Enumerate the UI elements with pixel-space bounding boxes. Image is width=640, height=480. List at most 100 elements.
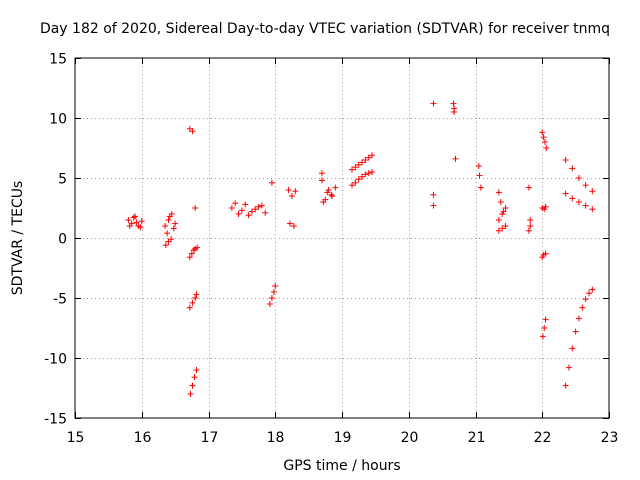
data-point: [499, 225, 506, 232]
data-point: [495, 227, 502, 234]
y-tick-label: -10: [44, 352, 67, 368]
data-point: [495, 217, 502, 223]
data-point: [192, 295, 199, 301]
data-point: [186, 254, 193, 261]
data-point: [562, 382, 569, 389]
data-point: [579, 304, 586, 311]
data-point: [527, 223, 534, 229]
data-point: [255, 203, 262, 210]
y-tick-label: 15: [49, 52, 67, 68]
data-point: [527, 217, 534, 223]
data-point: [162, 242, 169, 249]
y-tick-label: 0: [58, 232, 67, 248]
x-tick-label: 23: [601, 430, 619, 446]
data-point: [369, 152, 376, 159]
data-point: [502, 223, 509, 229]
data-point: [228, 205, 235, 211]
data-point: [164, 230, 171, 237]
data-point: [542, 316, 549, 323]
data-point: [190, 247, 197, 253]
data-point: [193, 367, 200, 373]
x-tick-label: 21: [468, 430, 486, 446]
data-point: [285, 187, 292, 193]
data-point: [475, 163, 482, 169]
data-point: [189, 382, 196, 389]
data-point: [248, 208, 255, 215]
data-point: [292, 188, 299, 195]
data-point: [542, 203, 549, 210]
data-point: [450, 100, 457, 107]
data-point: [130, 214, 137, 221]
x-tick-label: 22: [534, 430, 552, 446]
data-point: [365, 154, 372, 161]
x-tick-label: 20: [401, 430, 419, 446]
data-point: [359, 159, 366, 166]
y-tick-label: -15: [44, 412, 67, 428]
data-point: [589, 286, 596, 293]
data-point: [138, 218, 145, 225]
data-point: [541, 325, 548, 331]
data-point: [430, 191, 437, 198]
y-axis-label: SDTVAR / TECUs: [10, 181, 26, 296]
data-point: [125, 217, 132, 223]
data-point: [430, 100, 437, 107]
data-point: [540, 134, 547, 141]
data-point: [133, 219, 140, 226]
data-point: [430, 202, 437, 209]
data-point: [192, 205, 199, 211]
data-point: [562, 190, 569, 197]
data-point: [589, 206, 596, 213]
data-point: [369, 169, 376, 175]
data-point: [497, 199, 504, 205]
y-tick-label: 5: [58, 172, 67, 188]
data-point: [232, 200, 239, 207]
data-point: [349, 166, 356, 173]
data-point: [193, 291, 200, 298]
x-tick-labels: 15 16 17 18 19 20 21 22 23: [67, 430, 619, 446]
data-point: [318, 177, 325, 184]
data-point: [286, 220, 293, 227]
data-point: [320, 199, 327, 205]
data-point: [525, 227, 532, 234]
data-point: [589, 188, 596, 195]
data-point: [582, 296, 589, 303]
data-point: [565, 364, 572, 371]
data-point: [258, 202, 265, 209]
data-point: [362, 157, 369, 163]
data-point: [542, 250, 549, 257]
data-point: [525, 184, 532, 191]
data-point: [502, 205, 509, 211]
data-point: [262, 209, 269, 216]
data-point: [349, 182, 356, 189]
data-point: [477, 184, 484, 191]
data-point: [355, 161, 362, 168]
data-point: [189, 128, 196, 135]
data-point: [500, 208, 507, 215]
data-point: [582, 202, 589, 209]
data-point: [132, 213, 139, 220]
data-point: [194, 244, 201, 251]
data-point: [166, 213, 173, 220]
data-point: [328, 193, 335, 199]
data-point: [362, 171, 369, 178]
data-point: [355, 176, 362, 183]
data-point: [187, 391, 194, 397]
data-point: [572, 328, 579, 335]
data-point: [575, 175, 582, 181]
data-point: [168, 236, 175, 243]
y-tick-labels: -15 -10 -5 0 5 10 15: [44, 52, 67, 428]
data-point: [189, 299, 196, 306]
data-point: [186, 304, 193, 311]
data-point: [268, 179, 275, 186]
data-point: [451, 109, 458, 115]
data-point: [266, 301, 273, 307]
data-point: [352, 179, 359, 186]
x-tick-label: 19: [334, 430, 352, 446]
x-tick-label: 15: [67, 430, 85, 446]
data-point: [452, 155, 459, 162]
data-point: [495, 189, 502, 196]
data-point: [539, 129, 546, 136]
data-point: [242, 201, 249, 208]
